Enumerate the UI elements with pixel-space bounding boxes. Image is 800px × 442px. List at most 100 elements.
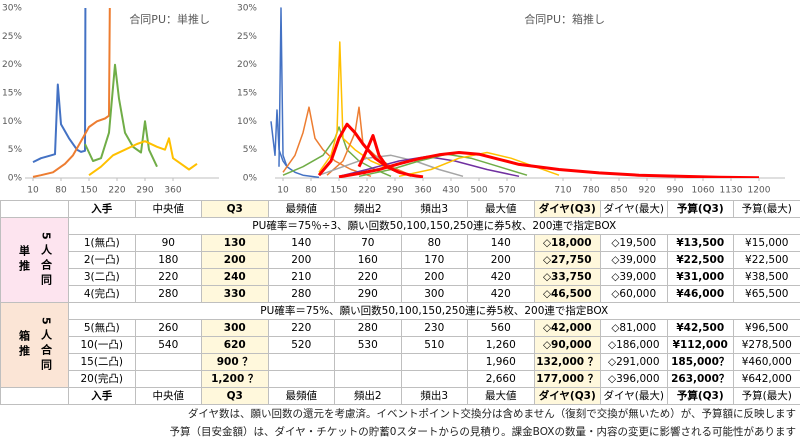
series-line	[270, 109, 288, 168]
cell: 520	[267, 336, 335, 354]
cell: 5(無凸)	[68, 319, 136, 337]
cell	[334, 353, 402, 371]
cell: ¥112,000	[666, 336, 734, 354]
cell: 185,000？	[666, 353, 734, 371]
cell: 280	[134, 285, 202, 303]
header-cell: 最頻値	[267, 387, 335, 405]
header-cell: 最大値	[467, 200, 535, 218]
cell: ¥31,000	[666, 268, 734, 286]
cell: 20(完凸)	[68, 370, 136, 388]
cell: ◇42,000	[533, 319, 601, 337]
cell: 220	[134, 268, 202, 286]
group-wrap: 単推 5人合同	[2, 232, 68, 289]
x-tick-label: 710	[554, 186, 571, 196]
header-cell: 頻出3	[400, 387, 468, 405]
cell: 80	[400, 234, 468, 252]
group-wrap: 箱推 5人合同	[2, 317, 68, 374]
cell: 70	[334, 234, 402, 252]
chart-title: 合同PU：箱推し	[524, 12, 605, 26]
cell: ◇90,000	[533, 336, 601, 354]
cell: ◇27,750	[533, 251, 601, 269]
cell: ¥22,500	[666, 251, 734, 269]
note-row: 箱推 5人合同 PU確率＝75%、願い回数50,100,150,250連に券5枚、2…	[0, 302, 800, 388]
header-cell: ダイヤ(最大)	[600, 387, 668, 405]
series-line	[338, 151, 760, 178]
cell: 140	[267, 234, 335, 252]
y-tick-label: 10%	[2, 117, 22, 127]
cell: 1,960	[467, 353, 535, 371]
cell	[267, 370, 335, 388]
header-cell: ダイヤ(Q3)	[533, 387, 601, 405]
cell: 1,260	[467, 336, 535, 354]
cell	[400, 353, 468, 371]
cell: ◇291,000	[600, 353, 668, 371]
cell: ◇396,000	[600, 370, 668, 388]
group-label: 単推 5人合同	[0, 217, 69, 303]
header-cell: Q3	[201, 200, 269, 218]
header-cell: 最大値	[467, 387, 535, 405]
header-cell: 予算(Q3)	[666, 200, 734, 218]
header-cell: 予算(Q3)	[666, 387, 734, 405]
cell	[134, 370, 202, 388]
series-line	[282, 106, 372, 178]
cell: 200	[400, 268, 468, 286]
series-line	[318, 154, 464, 178]
x-tick-label: 150	[80, 186, 97, 196]
cell: 263,000？	[666, 370, 734, 388]
cell: ◇60,000	[600, 285, 668, 303]
cell: 620	[201, 336, 269, 354]
cell: ◇33,750	[533, 268, 601, 286]
notes: ダイヤ数は、願い回数の還元を考慮済。イベントポイント交換分は含めません（復刻で交…	[0, 405, 796, 441]
data-row: 3(二凸) 220 240 210 220 200 420 ◇33,750 ◇39,000 ¥31…	[1, 268, 800, 286]
cell: 90	[134, 234, 202, 252]
cell: 177,000 ？	[533, 370, 601, 388]
x-tick-label: 10	[27, 186, 39, 196]
chart: 合同PU：単推し 0% 5% 10% 15% 20% 25% 30% 10 80 150 220 290…	[2, 4, 219, 196]
cell: ◇18,000	[533, 234, 601, 252]
x-tick-label: 360	[164, 186, 181, 196]
cell: 140	[467, 234, 535, 252]
cell: 300	[201, 319, 269, 337]
cell: ◇46,500	[533, 285, 601, 303]
cell: ¥15,000	[733, 234, 800, 252]
y-tick-label: 5%	[8, 145, 23, 155]
cell: 260	[134, 319, 202, 337]
y-tick-label: 10%	[237, 117, 257, 127]
header-cell: 予算(最大)	[733, 200, 800, 218]
cell: 290	[334, 285, 402, 303]
table: 入手 中央値 Q3 最頻値 頻出2 頻出3 最大値 ダイヤ(Q3) ダイヤ(最大) 予算(Q3) 予…	[0, 200, 800, 405]
x-tick-label: 850	[610, 186, 627, 196]
series-line	[317, 122, 424, 178]
cell: 1(無凸)	[68, 234, 136, 252]
header-row: 入手 中央値 Q3 最頻値 頻出2 頻出3 最大値 ダイヤ(Q3) ダイヤ(最大) 予算(Q3) 予…	[0, 387, 800, 405]
cell: 420	[467, 268, 535, 286]
cell: 200	[267, 251, 335, 269]
cell: ◇81,000	[600, 319, 668, 337]
y-tick-label: 20%	[237, 60, 257, 70]
footnote: ダイヤ数は、願い回数の還元を考慮済。イベントポイント交換分は含めません（復刻で交…	[187, 408, 796, 420]
y-tick-label: 15%	[2, 89, 22, 99]
series-line	[32, 7, 111, 178]
cell: 2,660	[467, 370, 535, 388]
data-row: 2(一凸) 180 200 200 160 170 200 ◇27,750 ◇39,000 ¥22…	[1, 251, 800, 269]
x-tick-label: 290	[136, 186, 153, 196]
cell	[400, 370, 468, 388]
cell: ◇186,000	[600, 336, 668, 354]
cell: ¥46,000	[666, 285, 734, 303]
data-row: 4(完凸) 280 330 280 290 300 420 ◇46,500 ◇60,000 ¥46…	[1, 285, 800, 303]
header-cell: 頻出2	[334, 387, 402, 405]
series-line	[32, 7, 87, 163]
x-tick-label: 1200	[748, 186, 771, 196]
y-tick-label: 30%	[237, 4, 257, 14]
header-cell: 中央値	[134, 387, 202, 405]
x-tick-label: 220	[358, 186, 375, 196]
x-tick-label: 1130	[720, 186, 743, 196]
cell: 900 ？	[201, 353, 269, 371]
cell: 280	[267, 285, 335, 303]
cell: ◇19,500	[600, 234, 668, 252]
cell: 230	[400, 319, 468, 337]
header-cell: 入手	[68, 200, 136, 218]
cell: 220	[267, 319, 335, 337]
cell: 170	[400, 251, 468, 269]
